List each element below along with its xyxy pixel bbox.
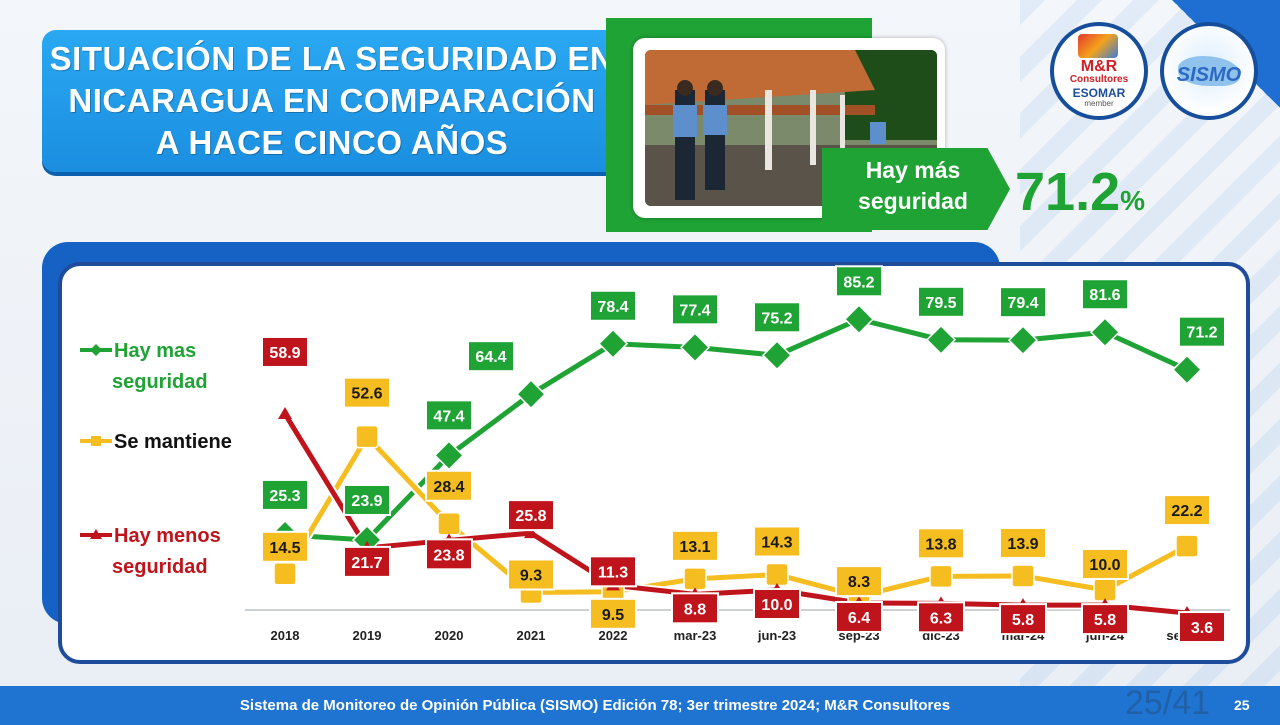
police-photo <box>645 50 937 206</box>
footer-source: Sistema de Monitoreo de Opinión Pública … <box>239 697 951 714</box>
page-title: SITUACIÓN DE LA SEGURIDAD EN NICARAGUA E… <box>49 40 615 161</box>
highlight-label: Hay más seguridad <box>858 157 968 214</box>
highlight-value: 71.2% <box>1015 162 1146 222</box>
page-fraction: 25/41 <box>1125 684 1211 722</box>
mr-logo-sub: Consultores <box>1069 74 1129 85</box>
mr-logo-name: M&R <box>1080 58 1118 75</box>
page-number: 25 <box>1234 697 1250 713</box>
mr-logo-graphic <box>1078 34 1118 58</box>
esomar-text: ESOMAR <box>1072 86 1126 100</box>
highlight-badge <box>822 148 1010 230</box>
footer-bar: Sistema de Monitoreo de Opinión Pública … <box>0 686 1280 725</box>
sismo-logo-text: SISMO <box>1176 64 1242 86</box>
title-banner: SITUACIÓN DE LA SEGURIDAD EN NICARAGUA E… <box>42 30 622 172</box>
mr-consultores-logo: M&R Consultores ESOMAR member <box>1050 22 1148 120</box>
sismo-logo: SISMO <box>1160 22 1258 120</box>
esomar-member: member <box>1084 99 1114 108</box>
highlight-unit: % <box>1120 185 1146 216</box>
sismo-map-graphic <box>1178 56 1240 86</box>
chart-panel <box>58 262 1250 664</box>
